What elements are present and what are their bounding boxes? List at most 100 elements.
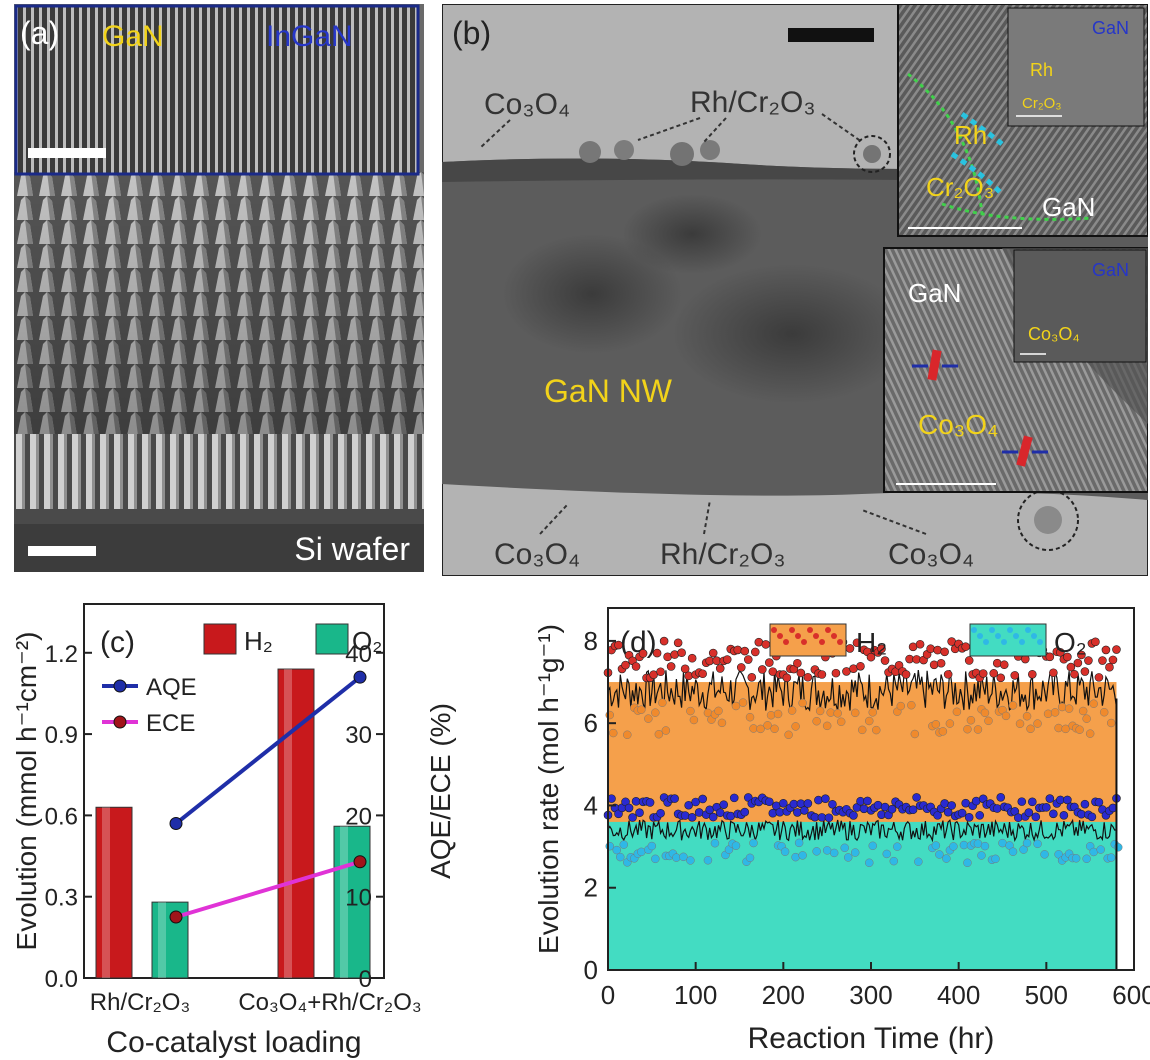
point-H₂-low [1001,711,1011,721]
point-H₂ [733,645,743,655]
point-H₂ [1045,652,1055,662]
x-axis-label: Reaction Time (hr) [748,1022,995,1055]
point-H₂ [877,644,886,654]
line-AQE [174,675,362,826]
legend-point-ECE [113,715,127,729]
point-O₂ [645,798,655,807]
point-O₂-low [1040,850,1049,859]
y2-tick-label: 40 [345,641,372,668]
panel-a-label: (a) [20,15,59,51]
point-O₂-low [672,853,681,862]
point-O₂ [684,800,693,810]
point-O₂-low [1082,854,1091,864]
bar-highlight [158,902,166,978]
point-H₂-low [907,700,916,710]
point-H₂-low [661,726,671,735]
x-tick-label: 400 [937,980,980,1010]
point-O₂ [628,813,637,822]
point-O₂-low [749,838,758,848]
point-H₂ [852,638,862,648]
point-H₂ [1070,669,1079,679]
point-O₂-low [850,848,860,857]
point-O₂ [656,808,665,818]
point-H₂-low [1050,708,1060,717]
legend-swatch-dot [783,639,789,645]
particle-circle [853,135,891,173]
point-O₂-low [798,851,807,860]
point-O₂ [964,812,974,822]
point-H₂ [698,669,707,679]
panel-c: (c) 0.0 0.3 0.6 0.9 1.2 0 10 20 30 40 H₂ O₂ AQE ECE… [0,588,480,1060]
point-H₂ [1108,655,1118,665]
point-O₂ [768,808,778,818]
inset2-co3o4-label-large: Co₃O₄ [918,409,998,440]
point-H₂-low [1008,701,1018,710]
panel-c-label: (c) [100,626,135,659]
point-H₂ [901,670,911,679]
point-H₂ [670,650,679,659]
point-H₂ [936,658,946,668]
point-H₂ [1077,650,1086,660]
point-H₂-low [1061,724,1070,734]
point-O₂ [824,813,834,823]
point-H₂-low [609,728,618,738]
point-O₂-low [780,847,790,856]
point-H₂-low [1057,702,1067,712]
hrtem-inset-rh: GaN Rh Cr₂O₃ Rh Cr₂O₃ GaN [897,4,1148,237]
point-O₂ [975,811,985,820]
point-H₂ [796,668,806,678]
point-H₂ [631,662,641,671]
point-H₂ [831,668,841,678]
point-O₂ [1059,811,1069,820]
legend-swatch-dot [777,633,783,639]
point-H₂ [638,649,648,658]
x-category-label: Co₃O₄+Rh/Cr₂O₃ [238,989,421,1016]
point-O₂ [635,808,644,818]
point-H₂ [680,664,690,674]
point-H₂ [817,670,827,679]
point-O₂-low [791,852,800,862]
point-H₂-low [731,701,741,711]
point-O₂-low [703,856,713,865]
point-O₂ [698,794,707,804]
y2-tick-label: 30 [345,722,372,749]
point-O₂ [687,813,697,822]
point-O₂ [740,807,750,817]
point-O₂ [1049,809,1058,819]
point-H₂ [677,648,686,657]
point-H₂ [1101,645,1111,655]
point-O₂-low [812,847,821,856]
legend-swatch-o2 [315,623,349,655]
point-H₂ [961,642,970,651]
point-H₂ [782,673,792,683]
inset2-co3o4-label: Co₃O₄ [1028,324,1080,344]
point-O₂-low [651,854,660,864]
point-H₂-low [714,706,723,716]
point-H₂ [673,638,683,648]
point-O₂-low [829,848,839,858]
point-H₂-low [1106,718,1116,728]
legend-swatch-dot [795,633,801,639]
point-H₂ [740,646,750,656]
scale-bar [788,28,874,42]
inset-cr2o3-label: Cr₂O₃ [1022,95,1061,112]
point-O₂ [1024,808,1034,817]
legend-label-h2: H₂ [244,626,273,656]
point-O₂ [680,811,690,820]
point-O₂-low [616,852,625,862]
point-O₂ [992,804,1002,813]
point-H₂ [1063,652,1072,662]
legend-label-ECE: ECE [146,710,195,737]
bar-H₂-0 [95,806,133,979]
bar-highlight [284,669,292,978]
bar-H₂-1 [277,668,315,979]
point-H₂-low [945,719,955,728]
point-H₂-low [857,725,867,735]
point-H₂ [652,648,662,658]
point-H₂ [614,640,623,650]
point-H₂-low [963,724,972,734]
point-O₂-low [864,858,874,868]
point-O₂ [821,794,830,803]
point-H₂-low [689,715,699,725]
point-H₂-low [745,712,755,722]
